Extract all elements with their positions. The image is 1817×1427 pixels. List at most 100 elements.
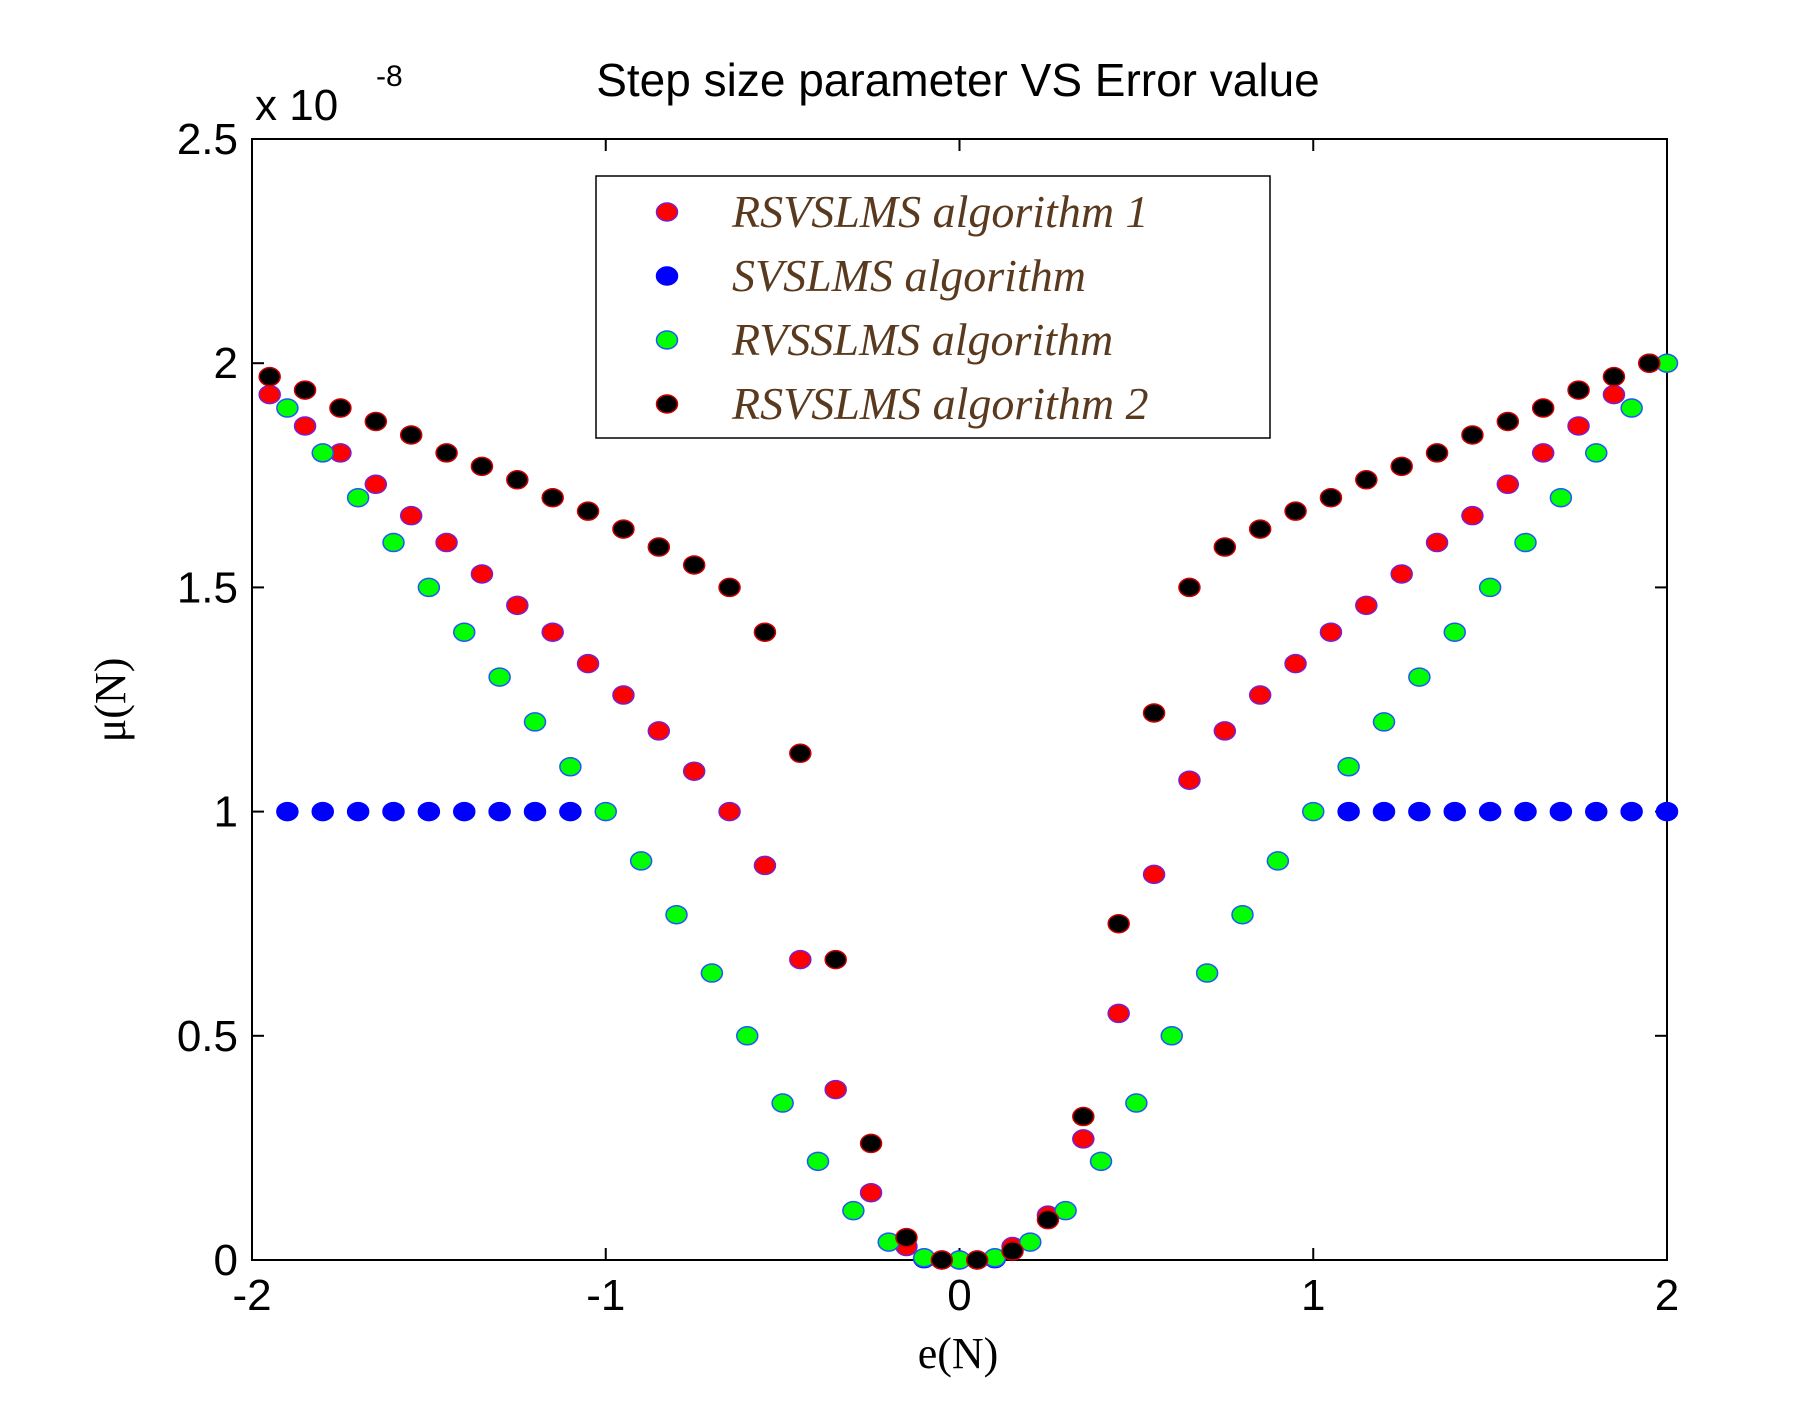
rsvslms-algorithm-1-point [1567, 416, 1590, 436]
rsvslms-algorithm-1-point [718, 801, 741, 822]
x-axis-label: e(N) [918, 1329, 999, 1378]
rsvslms-algorithm-1-point [682, 761, 706, 781]
rvsslms-algorithm-point [1585, 443, 1608, 463]
rsvslms-algorithm-2-point [364, 411, 388, 432]
rsvslms-algorithm-2-point [1107, 913, 1130, 934]
rvsslms-algorithm-point [417, 577, 441, 598]
rsvslms-algorithm-1-point [506, 595, 529, 616]
rsvslms-algorithm-1-point [1248, 685, 1272, 705]
rvsslms-algorithm-point [1514, 532, 1537, 553]
rvsslms-algorithm-point [1054, 1200, 1077, 1221]
rvsslms-algorithm-point [559, 757, 582, 777]
rvsslms-algorithm-point [1125, 1093, 1148, 1113]
rvsslms-algorithm-point [594, 801, 617, 822]
rsvslms-algorithm-1-point [435, 532, 458, 553]
rsvslms-algorithm-1-point [364, 474, 388, 495]
rvsslms-algorithm-point [1195, 963, 1219, 983]
rsvslms-algorithm-1-point [399, 505, 423, 526]
rsvslms-algorithm-2-point [1142, 703, 1166, 723]
rvsslms-algorithm-point [842, 1200, 865, 1221]
svslms-algorithm-point [1408, 801, 1431, 822]
rvsslms-algorithm-point [1443, 622, 1466, 642]
rsvslms-algorithm-2-point [258, 366, 281, 387]
rvsslms-algorithm-point [1266, 851, 1290, 871]
y-tick-label: 1 [214, 788, 238, 837]
rsvslms-algorithm-2-point [1390, 456, 1413, 477]
legend-marker-rsvslms-algorithm-1 [655, 202, 679, 222]
legend-box [595, 175, 1271, 439]
svslms-algorithm-point [1478, 801, 1502, 822]
rsvslms-algorithm-1-point [1531, 443, 1555, 463]
exponent-power: -8 [376, 60, 403, 93]
svslms-algorithm-point [1549, 801, 1573, 822]
rsvslms-algorithm-2-point [1001, 1241, 1024, 1261]
rsvslms-algorithm-1-point [470, 564, 494, 584]
rsvslms-algorithm-2-point [1355, 470, 1378, 490]
rsvslms-algorithm-2-point [718, 577, 741, 598]
rsvslms-algorithm-2-point [293, 380, 317, 400]
rvsslms-algorithm-point [1160, 1026, 1183, 1046]
svslms-algorithm-point [559, 801, 582, 822]
rsvslms-algorithm-2-point [753, 622, 777, 642]
rsvslms-algorithm-1-point [1213, 721, 1237, 741]
rsvslms-algorithm-2-point [329, 398, 352, 418]
exponent-label: x 10 [255, 81, 338, 130]
chart-title: Step size parameter VS Error value [596, 54, 1320, 106]
rsvslms-algorithm-1-point [1178, 770, 1201, 790]
rsvslms-algorithm-2-point [789, 743, 812, 764]
rvsslms-algorithm-point [346, 487, 370, 508]
svslms-algorithm-point [417, 801, 441, 822]
rsvslms-algorithm-1-point [1602, 384, 1626, 405]
rvsslms-algorithm-point [488, 667, 511, 687]
legend-entries: RSVSLMS algorithm 1 SVSLMS algorithm RVSSL… [655, 186, 1149, 429]
rvsslms-algorithm-point [453, 622, 476, 642]
rsvslms-algorithm-2-point [1284, 501, 1307, 521]
rsvslms-algorithm-2-point [506, 470, 529, 490]
svslms-algorithm-point [346, 801, 370, 822]
rsvslms-algorithm-1-point [859, 1182, 883, 1203]
x-tick-label: 0 [947, 1271, 971, 1320]
rvsslms-algorithm-point [311, 443, 334, 463]
x-tick-label: 2 [1655, 1271, 1679, 1320]
legend-marker-svslms-algorithm [655, 266, 679, 286]
rvsslms-algorithm-point [771, 1093, 794, 1113]
rvsslms-algorithm-point [1549, 487, 1573, 508]
rsvslms-algorithm-2-point [965, 1250, 989, 1270]
y-tick-label: 1.5 [177, 563, 238, 612]
rsvslms-algorithm-1-point [1072, 1129, 1095, 1149]
y-tick-label: 0.5 [177, 1012, 238, 1061]
rsvslms-algorithm-2-point [1248, 519, 1272, 539]
rsvslms-algorithm-2-point [895, 1227, 918, 1248]
rsvslms-algorithm-2-point [612, 519, 635, 539]
rvsslms-algorithm-point [523, 712, 547, 732]
legend-marker-rvsslms-algorithm [655, 330, 679, 350]
rvsslms-algorithm-point [736, 1026, 759, 1046]
rsvslms-algorithm-2-point [576, 501, 600, 521]
rsvslms-algorithm-2-point [1602, 366, 1626, 387]
rsvslms-algorithm-2-point [1567, 380, 1590, 400]
rvsslms-algorithm-point [1372, 712, 1396, 732]
rsvslms-algorithm-1-point [647, 721, 671, 741]
rvsslms-algorithm-point [629, 851, 653, 871]
rsvslms-algorithm-1-point [1355, 595, 1378, 616]
rsvslms-algorithm-2-point [930, 1250, 954, 1270]
legend-label-svslms-algorithm: SVSLMS algorithm [732, 250, 1086, 301]
rvsslms-algorithm-point [1478, 577, 1502, 598]
rvsslms-algorithm-point [276, 398, 299, 418]
rvsslms-algorithm-point [1019, 1232, 1042, 1252]
rsvslms-algorithm-2-point [399, 425, 423, 445]
rsvslms-algorithm-1-point [293, 416, 317, 436]
axis-ticks: -2 -1 0 1 2 0 0.5 1 1.5 2 2.5 [177, 115, 1679, 1320]
rsvslms-algorithm-2-point [1319, 487, 1343, 508]
rsvslms-algorithm-1-point [612, 685, 635, 705]
rvsslms-algorithm-point [665, 904, 688, 925]
rsvslms-algorithm-2-point [1638, 353, 1661, 373]
y-tick-label: 0 [214, 1236, 238, 1285]
legend-label-rvsslms-algorithm: RVSSLMS algorithm [731, 314, 1113, 365]
x-tick-label: -1 [586, 1271, 625, 1320]
rsvslms-algorithm-1-point [789, 949, 812, 970]
rsvslms-algorithm-2-point [1531, 398, 1555, 418]
svslms-algorithm-point [382, 801, 405, 822]
rsvslms-algorithm-1-point [258, 384, 281, 405]
